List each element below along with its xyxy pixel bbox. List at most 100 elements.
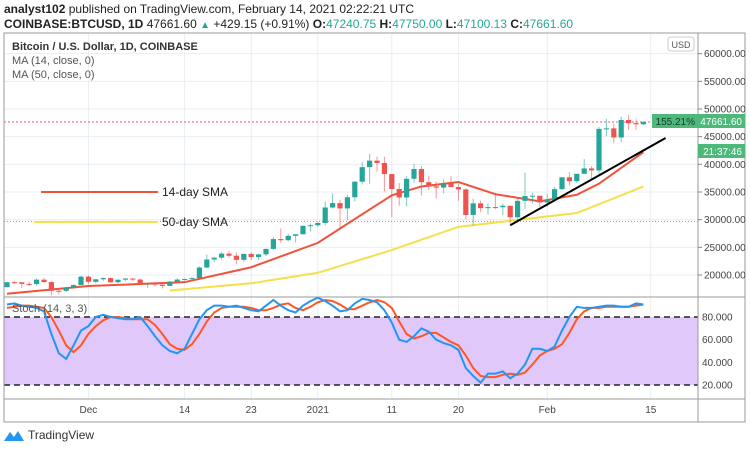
stoch-legend[interactable]: Stoch (14, 3, 3) — [12, 303, 87, 315]
candle-body — [418, 169, 424, 183]
candle — [167, 280, 173, 287]
candle — [492, 192, 498, 209]
candle-body — [263, 248, 269, 255]
ma50-path — [169, 185, 644, 292]
candle-body — [270, 239, 276, 249]
publish-info: analyst102 published on TradingView.com,… — [4, 2, 414, 16]
change: +429.15 (+0.91%) — [213, 17, 310, 31]
time-tick-label: 14 — [179, 405, 191, 416]
candle — [552, 186, 558, 201]
candle — [115, 279, 121, 284]
candle-body — [492, 207, 498, 209]
candle — [211, 256, 217, 262]
candle — [352, 181, 358, 202]
candle — [256, 253, 262, 261]
stoch-tick-label: 60.000 — [702, 335, 733, 346]
candle-body — [433, 186, 439, 188]
last-price: 47661.60 — [146, 17, 197, 31]
candle — [322, 201, 328, 226]
price-tick-label: 45000.00 — [704, 132, 746, 143]
price-tick-label: 30000.00 — [704, 215, 746, 226]
currency-label: USD — [671, 40, 691, 50]
high-value: 47750.00 — [392, 17, 443, 31]
candle-body — [115, 279, 121, 283]
candle-body — [411, 169, 417, 179]
high-label: H: — [379, 17, 393, 31]
last-price-label-text: 47661.60 — [700, 117, 742, 128]
candle — [463, 188, 469, 220]
candle-body — [300, 225, 306, 235]
candle-body — [455, 187, 461, 190]
price-tick-label: 35000.00 — [704, 187, 746, 198]
candle-body — [344, 197, 350, 209]
candle — [603, 118, 609, 137]
brand-name: TradingView — [28, 428, 95, 442]
candle — [56, 289, 62, 295]
candle-body — [603, 128, 609, 130]
time-axis[interactable]: Dec 14 23 2021 11 20 Feb 15 — [80, 405, 657, 416]
candle — [293, 234, 299, 243]
candle-body — [78, 276, 84, 286]
candle-body — [196, 267, 202, 279]
time-tick-label: 2021 — [307, 405, 330, 416]
candle-body — [470, 203, 476, 215]
candles — [4, 114, 646, 296]
candle — [26, 281, 32, 287]
candle — [78, 275, 84, 286]
open-label: O: — [312, 17, 327, 31]
candle-body — [63, 287, 69, 291]
candle — [455, 184, 461, 201]
price-tick-label: 40000.00 — [704, 160, 746, 171]
candle-body — [293, 234, 299, 236]
stoch-axis: 80.000 60.000 40.000 20.000 — [702, 313, 733, 392]
candle — [300, 225, 306, 235]
candle — [574, 173, 580, 184]
price-axis[interactable]: 60000.00 55000.00 50000.00 45000.00 40000.00… — [698, 49, 746, 281]
candle-body — [26, 283, 32, 285]
candle-body — [529, 195, 535, 197]
currency-button[interactable] — [667, 36, 695, 52]
candle — [4, 281, 10, 288]
time-tick-label: 20 — [453, 405, 465, 416]
candle-body — [152, 283, 158, 285]
candle-body — [374, 160, 380, 164]
candle-body — [159, 284, 165, 286]
candle-body — [56, 290, 62, 292]
candle-body — [448, 182, 454, 188]
candle — [537, 195, 543, 207]
candle — [441, 179, 447, 194]
candle-body — [522, 196, 528, 201]
candle — [219, 251, 225, 260]
candle-body — [174, 279, 180, 282]
candle — [41, 277, 47, 283]
candle-body — [307, 225, 313, 227]
candle — [226, 251, 232, 258]
candle — [589, 166, 595, 179]
tradingview-logo[interactable]: TradingView — [4, 428, 94, 442]
ma50-legend[interactable]: MA (50, close, 0) — [12, 69, 95, 81]
candle — [85, 275, 91, 285]
ma14-legend[interactable]: MA (14, close, 0) — [12, 55, 95, 67]
candle — [307, 223, 313, 232]
trendline[interactable] — [509, 137, 667, 227]
candle-body — [204, 259, 210, 268]
author[interactable]: analyst102 — [4, 2, 66, 16]
candle-body — [618, 120, 624, 138]
candle — [478, 200, 484, 212]
ma50-line — [169, 185, 644, 292]
candle — [248, 252, 254, 261]
candle-body — [278, 239, 284, 241]
time-tick-label: 23 — [246, 405, 258, 416]
candle-body — [485, 207, 491, 209]
candle — [640, 121, 646, 126]
candle — [618, 116, 624, 143]
candle — [626, 114, 632, 130]
candle-body — [352, 181, 358, 198]
candle — [448, 176, 454, 188]
candle — [426, 175, 432, 191]
candle-body — [581, 168, 587, 174]
trendline-path[interactable] — [509, 137, 667, 227]
price-tick-label: 55000.00 — [704, 77, 746, 88]
candle — [270, 236, 276, 250]
